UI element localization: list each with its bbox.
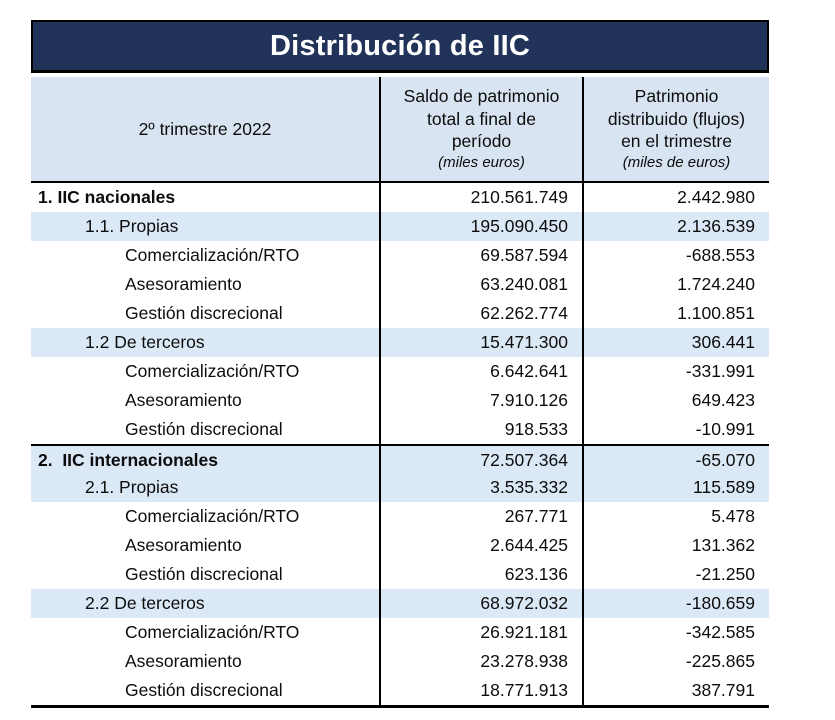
table-row: 2.2 De terceros 68.972.032 -180.659 bbox=[31, 589, 769, 618]
saldo-header-line: Saldo de patrimonio bbox=[403, 86, 560, 107]
saldo-value: 69.587.594 bbox=[379, 241, 582, 270]
saldo-value: 6.642.641 bbox=[379, 357, 582, 386]
table-row: Gestión discrecional 18.771.913 387.791 bbox=[31, 676, 769, 705]
saldo-header-line: período bbox=[451, 131, 512, 152]
saldo-value: 195.090.450 bbox=[379, 212, 582, 241]
flujo-value: 1.100.851 bbox=[582, 299, 769, 328]
table-row: 1. IIC nacionales 210.561.749 2.442.980 bbox=[31, 183, 769, 212]
saldo-value: 26.921.181 bbox=[379, 618, 582, 647]
saldo-value: 23.278.938 bbox=[379, 647, 582, 676]
saldo-value: 210.561.749 bbox=[379, 183, 582, 212]
flujo-value: 5.478 bbox=[582, 502, 769, 531]
flujo-header-line: en el trimestre bbox=[621, 131, 732, 152]
flujo-value: -225.865 bbox=[582, 647, 769, 676]
saldo-value: 7.910.126 bbox=[379, 386, 582, 415]
row-label: Comercialización/RTO bbox=[125, 361, 300, 381]
table-row: 2.1. Propias 3.535.332 115.589 bbox=[31, 473, 769, 502]
saldo-value: 2.644.425 bbox=[379, 531, 582, 560]
table-row: 1.1. Propias 195.090.450 2.136.539 bbox=[31, 212, 769, 241]
flujo-value: -688.553 bbox=[582, 241, 769, 270]
row-label: Asesoramiento bbox=[125, 274, 242, 294]
row-label: Comercialización/RTO bbox=[125, 622, 300, 642]
row-label: Asesoramiento bbox=[125, 390, 242, 410]
saldo-value: 18.771.913 bbox=[379, 676, 582, 705]
row-label: 2.2 De terceros bbox=[85, 593, 205, 613]
row-label: Comercialización/RTO bbox=[125, 245, 300, 265]
flujo-value: 649.423 bbox=[582, 386, 769, 415]
saldo-value: 72.507.364 bbox=[379, 446, 582, 473]
row-label: Gestión discrecional bbox=[125, 303, 283, 323]
flujo-value: -65.070 bbox=[582, 446, 769, 473]
table-row: Comercialización/RTO 267.771 5.478 bbox=[31, 502, 769, 531]
page-title: Distribución de IIC bbox=[270, 29, 530, 62]
row-label: 1.2 De terceros bbox=[85, 332, 205, 352]
table-row: Comercialización/RTO 26.921.181 -342.585 bbox=[31, 618, 769, 647]
saldo-value: 15.471.300 bbox=[379, 328, 582, 357]
table-row: Asesoramiento 7.910.126 649.423 bbox=[31, 386, 769, 415]
flujo-value: 387.791 bbox=[582, 676, 769, 705]
saldo-value: 62.262.774 bbox=[379, 299, 582, 328]
table-body: 1. IIC nacionales 210.561.749 2.442.980 … bbox=[31, 183, 769, 708]
flujo-value: 1.724.240 bbox=[582, 270, 769, 299]
table-row: Gestión discrecional 623.136 -21.250 bbox=[31, 560, 769, 589]
table-row: Comercialización/RTO 69.587.594 -688.553 bbox=[31, 241, 769, 270]
flujo-unit-label: (miles de euros) bbox=[622, 154, 731, 172]
table-row: Gestión discrecional 62.262.774 1.100.85… bbox=[31, 299, 769, 328]
row-label: Gestión discrecional bbox=[125, 564, 283, 584]
saldo-value: 63.240.081 bbox=[379, 270, 582, 299]
flujo-value: 306.441 bbox=[582, 328, 769, 357]
row-label: Gestión discrecional bbox=[125, 680, 283, 700]
saldo-header-cell: Saldo de patrimonio total a final de per… bbox=[379, 77, 582, 181]
table-row: Asesoramiento 2.644.425 131.362 bbox=[31, 531, 769, 560]
row-label: Gestión discrecional bbox=[125, 419, 283, 439]
table-row: Asesoramiento 63.240.081 1.724.240 bbox=[31, 270, 769, 299]
row-label: 1. IIC nacionales bbox=[38, 187, 176, 207]
saldo-value: 3.535.332 bbox=[379, 473, 582, 502]
flujo-value: 115.589 bbox=[582, 473, 769, 502]
row-label: Asesoramiento bbox=[125, 651, 242, 671]
flujo-value: 2.442.980 bbox=[582, 183, 769, 212]
saldo-value: 267.771 bbox=[379, 502, 582, 531]
period-header-cell: 2º trimestre 2022 bbox=[31, 77, 379, 181]
table-header-row: 2º trimestre 2022 Saldo de patrimonio to… bbox=[31, 77, 769, 183]
table-row: Comercialización/RTO 6.642.641 -331.991 bbox=[31, 357, 769, 386]
table-row: Gestión discrecional 918.533 -10.991 bbox=[31, 415, 769, 444]
flujo-value: 2.136.539 bbox=[582, 212, 769, 241]
row-label: 1.1. Propias bbox=[85, 216, 179, 236]
flujo-value: 131.362 bbox=[582, 531, 769, 560]
row-label: 2. IIC internacionales bbox=[38, 450, 218, 470]
table-row: Asesoramiento 23.278.938 -225.865 bbox=[31, 647, 769, 676]
flujo-header-line: distribuido (flujos) bbox=[607, 108, 746, 129]
flujo-header-line: Patrimonio bbox=[634, 86, 719, 107]
row-label: Asesoramiento bbox=[125, 535, 242, 555]
flujo-value: -331.991 bbox=[582, 357, 769, 386]
table-row: 1.2 De terceros 15.471.300 306.441 bbox=[31, 328, 769, 357]
saldo-value: 623.136 bbox=[379, 560, 582, 589]
flujo-value: -21.250 bbox=[582, 560, 769, 589]
flujo-value: -10.991 bbox=[582, 415, 769, 444]
row-label: 2.1. Propias bbox=[85, 477, 179, 497]
saldo-unit-label: (miles euros) bbox=[438, 154, 525, 172]
iic-distribution-table: Distribución de IIC 2º trimestre 2022 Sa… bbox=[31, 20, 769, 708]
period-label: 2º trimestre 2022 bbox=[138, 118, 272, 139]
row-label: Comercialización/RTO bbox=[125, 506, 300, 526]
saldo-header-line: total a final de bbox=[427, 108, 536, 129]
table-title-bar: Distribución de IIC bbox=[31, 20, 769, 73]
table-row: 2. IIC internacionales 72.507.364 -65.07… bbox=[31, 444, 769, 473]
flujo-value: -342.585 bbox=[582, 618, 769, 647]
flujo-header-cell: Patrimonio distribuido (flujos) en el tr… bbox=[582, 77, 769, 181]
saldo-value: 68.972.032 bbox=[379, 589, 582, 618]
flujo-value: -180.659 bbox=[582, 589, 769, 618]
saldo-value: 918.533 bbox=[379, 415, 582, 444]
